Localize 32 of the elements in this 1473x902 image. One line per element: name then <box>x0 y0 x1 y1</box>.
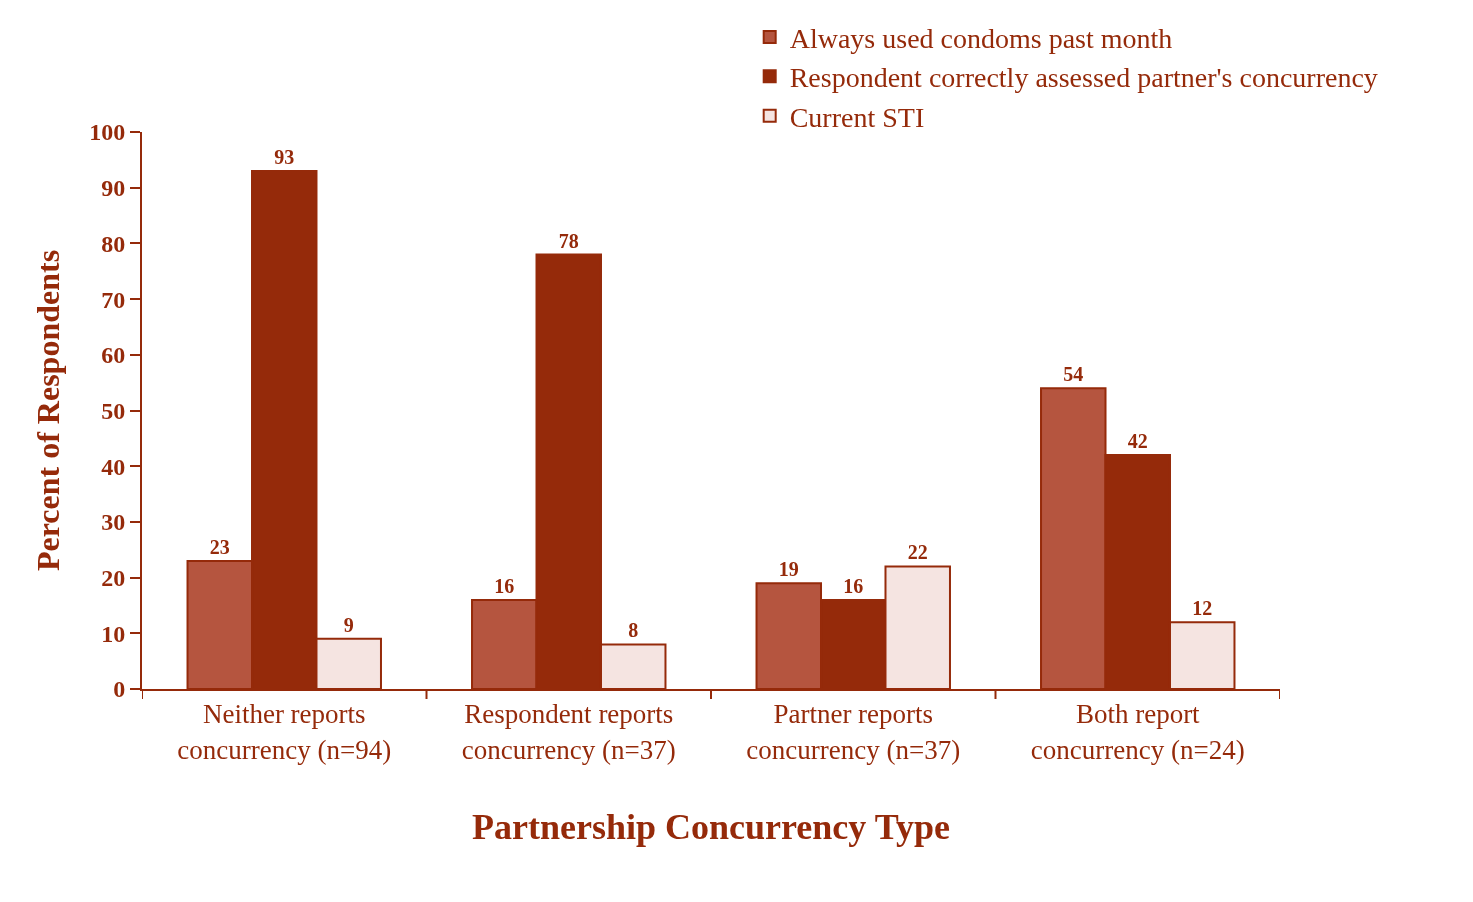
data-label: 22 <box>907 541 928 564</box>
legend-label: Always used condoms past month <box>789 22 1173 54</box>
data-label: 23 <box>209 535 230 558</box>
data-label: 16 <box>494 574 515 597</box>
data-label: 19 <box>778 558 799 581</box>
x-tick-label: Both report concurrency (n=24) <box>1030 699 1245 765</box>
legend-label: Respondent correctly assessed partner's concurrency <box>789 62 1378 94</box>
data-label: 16 <box>843 574 864 597</box>
data-label: 93 <box>274 145 295 168</box>
y-tick-label: 20 <box>101 565 126 591</box>
x-tick-label: Neither reports concurrency (n=94) <box>177 699 392 765</box>
y-tick-label: 60 <box>101 342 126 369</box>
data-label: 78 <box>558 229 579 252</box>
data-label: 8 <box>628 619 639 642</box>
y-tick-label: 50 <box>101 397 126 424</box>
data-label: 42 <box>1127 430 1148 453</box>
data-label: 12 <box>1192 597 1213 620</box>
y-tick-label: 0 <box>113 676 126 703</box>
x-tick-label: Partner reports concurrency (n=37) <box>746 699 961 765</box>
y-tick-label: 30 <box>101 509 126 536</box>
y-tick-label: 100 <box>89 119 126 146</box>
x-axis-title: Partnership Concurrency Type <box>472 806 951 847</box>
y-tick-label: 10 <box>101 620 126 647</box>
y-axis-title: Percent of Respondents <box>30 249 66 572</box>
y-tick-label: 90 <box>101 175 126 202</box>
y-tick-label: 70 <box>101 286 126 313</box>
legend-label: Current STI <box>789 101 925 133</box>
data-label: 9 <box>343 613 354 636</box>
x-tick-label: Respondent reports concurrency (n=37) <box>461 699 676 765</box>
y-tick-label: 40 <box>101 453 126 480</box>
y-tick-label: 80 <box>101 230 126 257</box>
data-label: 54 <box>1063 363 1084 386</box>
